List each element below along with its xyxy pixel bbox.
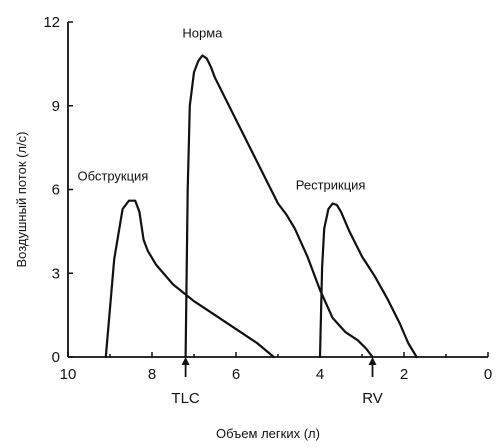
- tick-labels: 0 3 6 9 12 10 8 6 4 2 0: [43, 14, 492, 383]
- x-tick-label: 6: [232, 366, 240, 383]
- x-tick-label: 4: [316, 366, 324, 383]
- series-label: Обструкция: [77, 169, 148, 184]
- normal-curve: [184, 54, 374, 359]
- marker-arrow-head: [181, 357, 190, 365]
- volume-markers: TLC RV: [171, 357, 383, 407]
- restriction-curve: [318, 202, 418, 359]
- y-tick-label: 6: [52, 182, 60, 199]
- series-label: Рестрикция: [296, 177, 366, 192]
- marker-label-tlc: TLC: [171, 390, 200, 407]
- series-label: Норма: [182, 26, 223, 41]
- axes: [67, 22, 488, 358]
- marker-arrow-head: [368, 357, 377, 365]
- x-tick-label: 0: [484, 366, 492, 383]
- x-tick-label: 8: [148, 366, 156, 383]
- series-labels: Обструкция Норма Рестрикция: [77, 26, 365, 193]
- tick-marks: [67, 21, 489, 358]
- y-tick-label: 12: [43, 14, 60, 31]
- y-axis-title: Воздушный поток (л/с): [14, 131, 29, 267]
- y-tick-label: 9: [52, 98, 60, 115]
- marker-label-rv: RV: [362, 390, 383, 407]
- curves: [104, 54, 418, 359]
- x-tick-label: 2: [400, 366, 408, 383]
- y-tick-label: 0: [52, 349, 60, 366]
- x-tick-label: 10: [60, 366, 77, 383]
- x-axis-title: Объем легких (л): [216, 426, 320, 441]
- obstruction-curve: [104, 199, 275, 359]
- y-tick-label: 3: [52, 265, 60, 282]
